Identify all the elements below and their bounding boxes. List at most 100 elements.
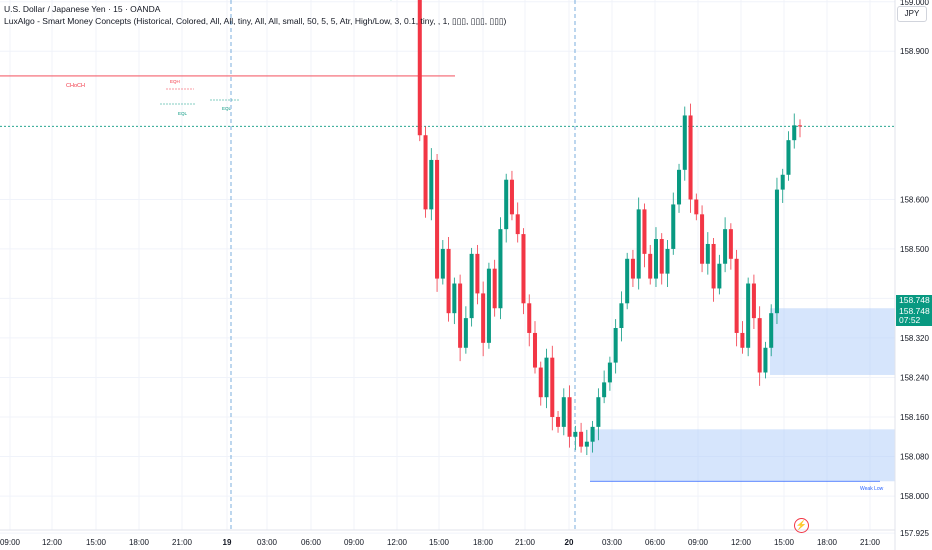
time-axis-label: 15:00 — [774, 538, 795, 547]
candle-body — [780, 174, 785, 190]
candle-body — [596, 397, 601, 427]
time-axis-label: 12:00 — [387, 538, 408, 547]
candle — [532, 321, 538, 374]
candle — [435, 154, 440, 292]
candle-body — [648, 253, 653, 279]
candle — [780, 168, 785, 203]
candle — [723, 217, 728, 273]
time-axis-label: 18:00 — [129, 538, 150, 547]
candle — [492, 259, 497, 317]
candle — [671, 192, 676, 255]
price-axis-label: 158.600 — [900, 195, 929, 204]
candle-body — [463, 318, 468, 348]
candle — [677, 163, 682, 213]
candle-body — [769, 313, 774, 348]
time-axis-label: 19 — [223, 538, 232, 547]
price-axis-label: 159.000 — [900, 0, 929, 7]
candle-body — [665, 248, 670, 274]
price-axis-label: 158.080 — [900, 453, 929, 462]
candle — [757, 306, 762, 386]
candle — [509, 170, 514, 221]
indicator-label[interactable]: LuxAlgo - Smart Money Concepts (Historic… — [4, 16, 507, 26]
candle — [746, 277, 751, 357]
candle — [740, 321, 745, 354]
candle — [567, 385, 572, 448]
time-axis-label: 09:00 — [0, 538, 21, 547]
zone-demand-upper — [770, 308, 895, 375]
candle — [486, 262, 491, 349]
time-axis-label: 06:00 — [645, 538, 666, 547]
eql-label: EQL — [178, 111, 188, 116]
candle-body — [642, 209, 647, 254]
candle-body — [636, 209, 641, 279]
lightning-bolt-icon[interactable]: ⚡ — [794, 518, 809, 533]
candle-body — [786, 140, 791, 175]
candle — [440, 240, 445, 285]
candle-body — [527, 303, 532, 333]
candle — [556, 411, 561, 433]
candle — [590, 420, 595, 453]
price-axis-label: 157.925 — [900, 529, 929, 538]
time-axis-label: 15:00 — [429, 538, 450, 547]
candle-body — [740, 332, 745, 348]
candle-body — [630, 258, 635, 279]
candle-body — [584, 441, 589, 447]
candle-body — [700, 214, 705, 264]
candle — [636, 197, 641, 290]
candle — [625, 252, 630, 310]
candle — [498, 217, 503, 320]
candle — [769, 304, 774, 357]
candle — [665, 240, 670, 287]
candle — [786, 131, 791, 181]
eql-label-2: EQL — [222, 106, 232, 111]
candle-body — [423, 135, 428, 210]
candle-body — [561, 397, 566, 427]
candle-body — [717, 263, 722, 289]
time-axis-label: 03:00 — [602, 538, 623, 547]
candle-body — [705, 243, 710, 264]
candle — [504, 173, 509, 243]
candle-body — [435, 159, 440, 279]
candle-body — [711, 243, 716, 289]
candle — [602, 370, 607, 404]
candle-body — [492, 268, 497, 309]
weak-low-label: Weak Low — [860, 486, 884, 492]
candle-body — [682, 115, 687, 170]
zone-demand-lower — [590, 429, 895, 482]
candle — [469, 247, 474, 327]
candle-body — [659, 239, 664, 274]
candle — [521, 228, 526, 315]
candle-body — [797, 125, 803, 127]
candle — [694, 193, 699, 221]
candle — [446, 237, 451, 322]
candle-body — [677, 169, 682, 205]
candle — [452, 277, 457, 325]
candle-body — [619, 303, 624, 329]
candle — [659, 233, 664, 285]
candle-body — [567, 397, 572, 437]
candle-body — [429, 159, 434, 210]
candle-body — [550, 357, 555, 417]
candle — [463, 306, 468, 354]
candle — [458, 274, 463, 362]
chart-legend: U.S. Dollar / Japanese Yen · 15 · OANDA … — [4, 3, 506, 27]
currency-label[interactable]: JPY — [897, 6, 927, 22]
time-axis-label: 06:00 — [301, 538, 322, 547]
candle — [481, 281, 486, 357]
candle — [648, 244, 653, 285]
choch-label: CHoCH — [66, 83, 85, 89]
time-axis-label: 09:00 — [344, 538, 365, 547]
candle — [717, 254, 722, 295]
candle-body — [734, 258, 739, 333]
candle — [561, 388, 566, 436]
symbol-title[interactable]: U.S. Dollar / Japanese Yen · 15 · OANDA — [4, 4, 161, 14]
candle-body — [613, 328, 618, 363]
candle-body — [469, 253, 474, 319]
time-axis-label: 12:00 — [731, 538, 752, 547]
candle — [797, 119, 803, 138]
candle — [630, 249, 635, 287]
candle-body — [481, 293, 486, 343]
candle — [527, 294, 532, 347]
time-axis-label: 15:00 — [86, 538, 107, 547]
